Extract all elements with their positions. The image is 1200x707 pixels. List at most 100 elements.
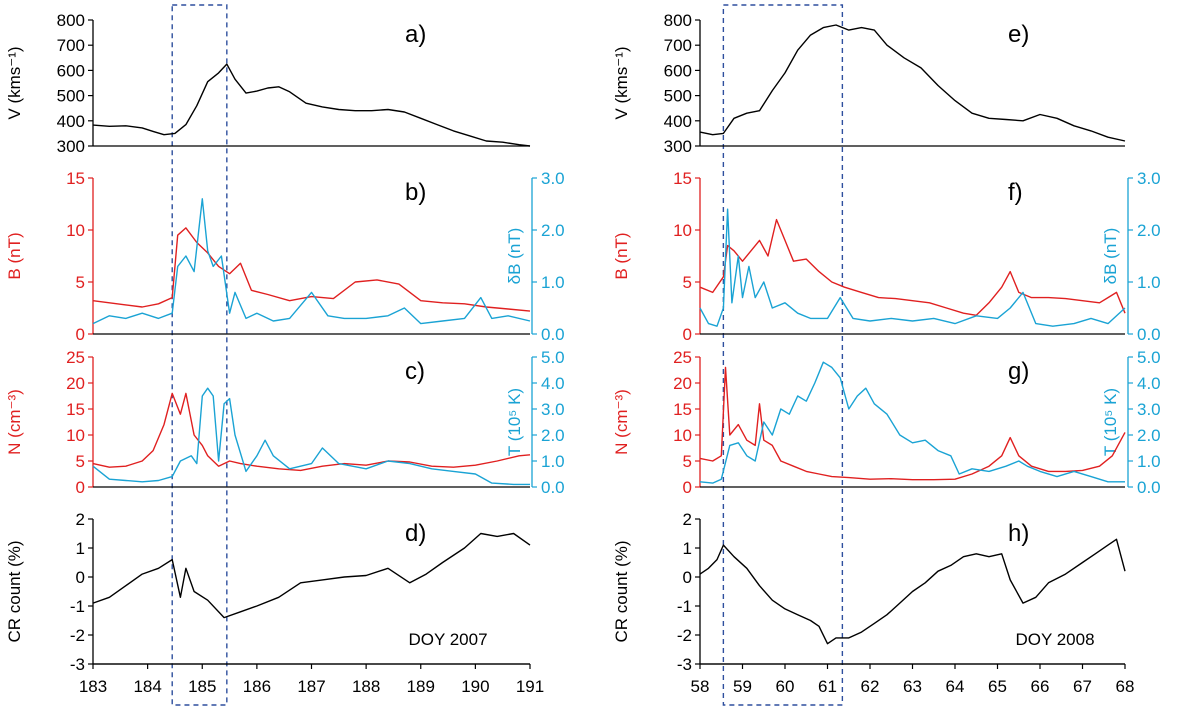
right-axis-title: T (10⁵ K) (505, 388, 524, 456)
x-tick-label: 186 (243, 677, 271, 696)
right-tick-label: 0.0 (541, 325, 565, 344)
series-line-b (92, 227, 531, 312)
left-tick-label: 400 (664, 112, 692, 131)
right-tick-label: 2.0 (541, 221, 565, 240)
series-line-b (699, 208, 1126, 327)
left-tick-label: 600 (57, 61, 85, 80)
left-tick-label: 2 (683, 510, 692, 529)
x-tick-label: 60 (776, 677, 795, 696)
x-tick-label: 190 (461, 677, 489, 696)
series-line-b (699, 218, 1126, 316)
x-tick-label: 185 (188, 677, 216, 696)
series-line-n (699, 366, 1126, 481)
left-tick-label: 15 (673, 400, 692, 419)
x-tick-label: 61 (818, 677, 837, 696)
left-tick-label: 15 (66, 169, 85, 188)
left-tick-label: 10 (66, 426, 85, 445)
series-line-n (92, 392, 531, 472)
x-tick-label: 65 (988, 677, 1007, 696)
left-tick-label: 400 (57, 112, 85, 131)
left-tick-label: 500 (57, 87, 85, 106)
series-line-b (92, 198, 531, 325)
left-tick-label: 0 (683, 325, 692, 344)
x-tick-label: 187 (297, 677, 325, 696)
left-tick-label: 15 (673, 169, 692, 188)
right-axis-title: δB (nT) (1101, 228, 1120, 285)
left-tick-label: 20 (673, 374, 692, 393)
left-tick-label: 10 (66, 221, 85, 240)
x-tick-label: 62 (861, 677, 880, 696)
series-line-cr (92, 532, 531, 619)
panel-letter: d) (405, 520, 426, 547)
event-interval-box (722, 4, 844, 706)
left-tick-label: 5 (76, 452, 85, 471)
left-tick-label: 300 (664, 137, 692, 156)
right-tick-label: 2.0 (1137, 221, 1161, 240)
left-tick-label: 700 (664, 36, 692, 55)
left-tick-label: 1 (76, 539, 85, 558)
left-tick-label: 20 (66, 374, 85, 393)
x-tick-label: 58 (691, 677, 710, 696)
panel-letter: a) (405, 21, 426, 48)
x-tick-label: 183 (79, 677, 107, 696)
x-tick-label: 188 (352, 677, 380, 696)
left-tick-label: 500 (664, 87, 692, 106)
right-tick-label: 1.0 (541, 452, 565, 471)
left-tick-label: 25 (66, 348, 85, 367)
left-tick-label: 0 (76, 325, 85, 344)
x-tick-label: 66 (1031, 677, 1050, 696)
panel-letter: g) (1008, 358, 1029, 385)
right-tick-label: 3.0 (1137, 400, 1161, 419)
left-tick-label: -3 (677, 655, 692, 674)
left-tick-label: 0 (76, 478, 85, 497)
right-tick-label: 1.0 (1137, 452, 1161, 471)
left-tick-label: -1 (70, 597, 85, 616)
left-tick-label: 700 (57, 36, 85, 55)
series-line-cr (699, 538, 1126, 645)
doy-label: DOY 2007 (408, 630, 487, 649)
left-tick-label: 0 (683, 478, 692, 497)
series-line-v (699, 24, 1126, 142)
left-tick-label: 600 (664, 61, 692, 80)
left-tick-label: 25 (673, 348, 692, 367)
left-axis-title: N (cm⁻³) (5, 389, 24, 455)
right-tick-label: 3.0 (541, 400, 565, 419)
right-axis-title: δB (nT) (505, 228, 524, 285)
x-tick-label: 64 (946, 677, 965, 696)
panel-letter: f) (1008, 179, 1023, 206)
x-tick-label: 67 (1073, 677, 1092, 696)
right-tick-label: 1.0 (1137, 273, 1161, 292)
right-tick-label: 5.0 (541, 348, 565, 367)
right-tick-label: 2.0 (1137, 426, 1161, 445)
left-tick-label: 5 (683, 452, 692, 471)
left-axis-title: V (kms⁻¹) (612, 46, 631, 119)
left-tick-label: 800 (57, 11, 85, 30)
x-tick-label: 189 (407, 677, 435, 696)
series-line-t (92, 387, 530, 486)
panel-letter: e) (1008, 21, 1029, 48)
event-interval-box (171, 4, 228, 706)
left-tick-label: -3 (70, 655, 85, 674)
left-tick-label: 300 (57, 137, 85, 156)
left-axis-title: B (nT) (5, 232, 24, 279)
x-tick-label: 191 (516, 677, 544, 696)
right-tick-label: 1.0 (541, 273, 565, 292)
left-axis-title: B (nT) (612, 232, 631, 279)
left-tick-label: 10 (673, 221, 692, 240)
panel-letter: c) (405, 358, 425, 385)
left-tick-label: 0 (683, 568, 692, 587)
left-tick-label: 1 (683, 539, 692, 558)
left-tick-label: 800 (664, 11, 692, 30)
left-axis-title: N (cm⁻³) (612, 389, 631, 455)
right-tick-label: 0.0 (1137, 325, 1161, 344)
left-tick-label: 10 (673, 426, 692, 445)
left-tick-label: 0 (76, 568, 85, 587)
left-tick-label: -1 (677, 597, 692, 616)
right-tick-label: 0.0 (1137, 478, 1161, 497)
series-line-t (699, 361, 1125, 484)
x-tick-label: 184 (133, 677, 161, 696)
left-axis-title: CR count (%) (612, 540, 631, 642)
right-tick-label: 4.0 (541, 374, 565, 393)
right-tick-label: 4.0 (1137, 374, 1161, 393)
